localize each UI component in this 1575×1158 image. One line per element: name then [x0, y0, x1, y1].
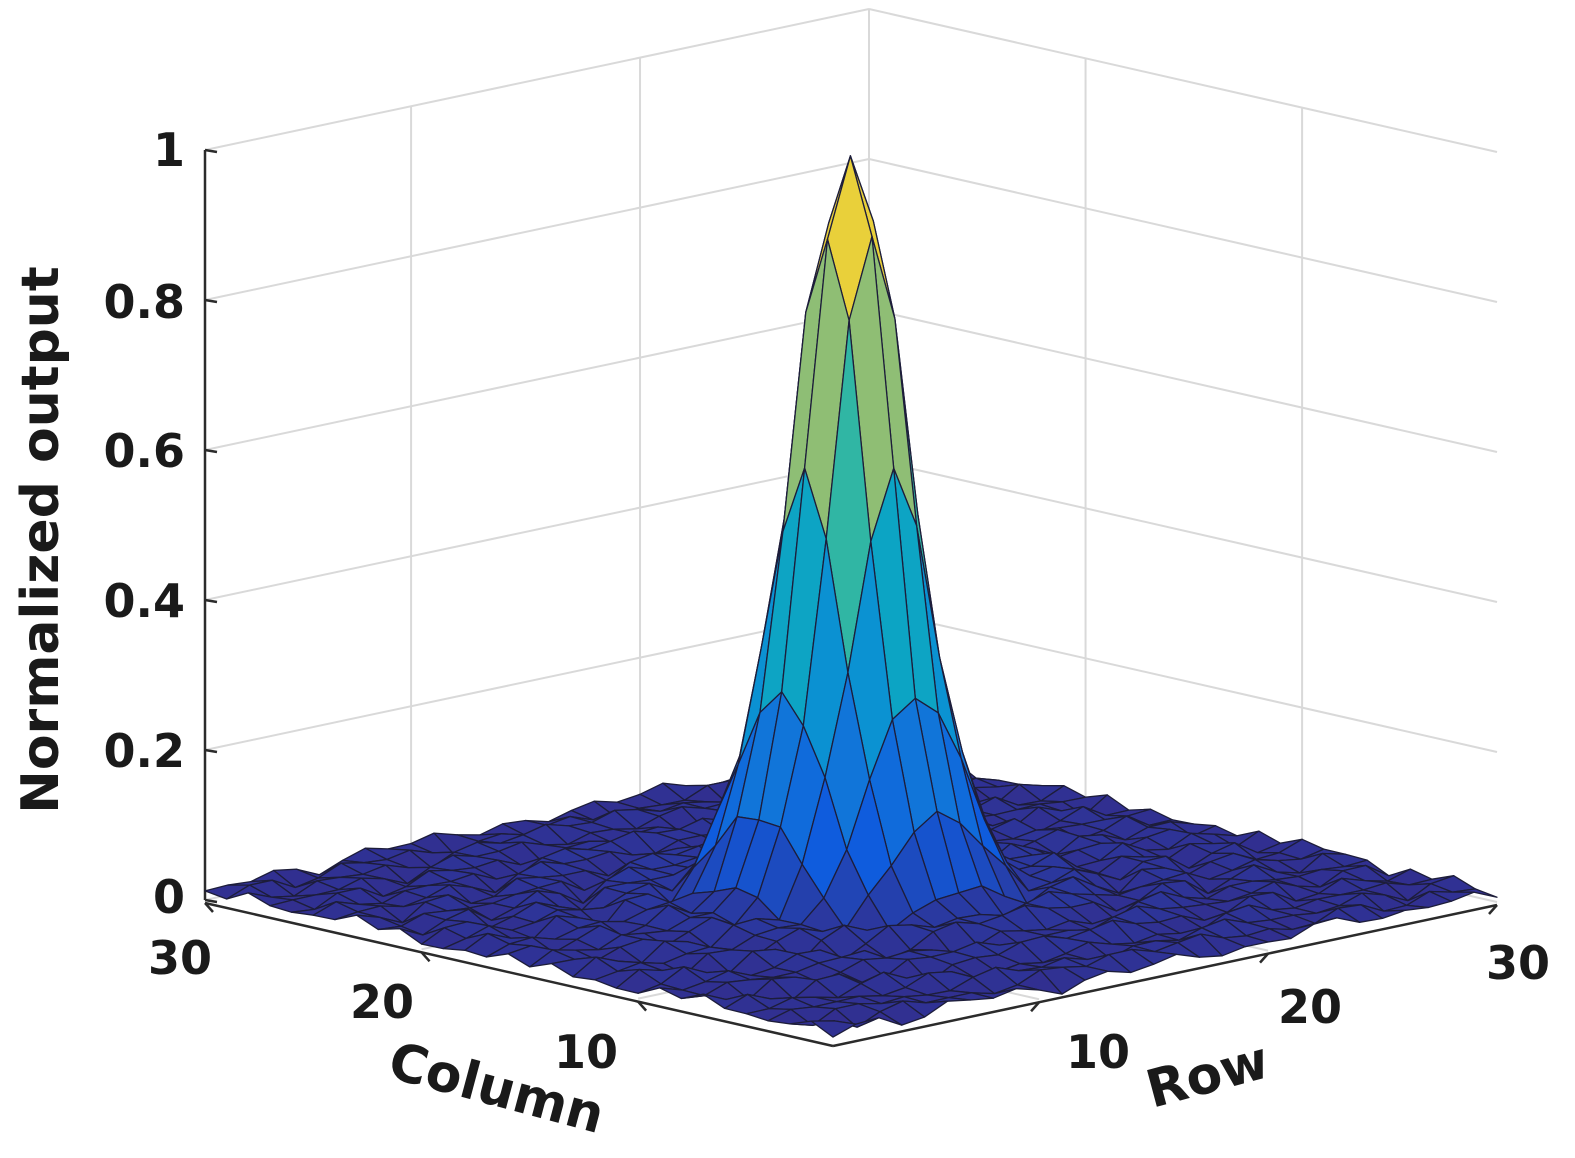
- grid-line-left-wall-z: [204, 458, 870, 601]
- z-tick-label-1: 0.2: [104, 724, 186, 778]
- grid-line-right-wall-z: [868, 8, 1498, 153]
- column-axis-ticks: 10 20 30: [148, 931, 618, 1079]
- grid-line-left-wall-z: [204, 8, 870, 151]
- z-tick-label-2: 0.4: [104, 574, 186, 628]
- z-tick-mark: [204, 898, 218, 904]
- z-tick-label-4: 0.8: [104, 275, 186, 329]
- column-tick-mark: [637, 1000, 648, 1012]
- z-axis-ticks: 0 0.2 0.4 0.6 0.8 1: [104, 123, 186, 924]
- grid-line-left-wall-z: [204, 158, 870, 301]
- z-tick-mark: [204, 598, 218, 604]
- column-tick-label-30: 30: [148, 931, 212, 985]
- row-axis-line: [832, 903, 1498, 1048]
- row-axis-label: Row: [1140, 1031, 1275, 1121]
- surface-mesh: [204, 155, 1498, 1038]
- z-axis-label: Normalized output: [11, 266, 71, 813]
- column-tick-mark: [204, 902, 214, 913]
- z-tick-mark: [204, 148, 218, 154]
- z-tick-label-0: 0: [153, 870, 185, 924]
- z-tick-label-3: 0.6: [104, 424, 186, 478]
- grid-line-right-wall-z: [868, 458, 1498, 603]
- axes-lines: [203, 148, 1498, 1048]
- row-tick-label-10: 10: [1066, 1025, 1130, 1079]
- grid-line-left-wall-z: [204, 308, 870, 451]
- column-tick-mark: [420, 951, 431, 963]
- z-tick-mark: [204, 448, 218, 454]
- grid-line-right-wall-z: [868, 308, 1498, 453]
- column-tick-label-10: 10: [554, 1025, 618, 1079]
- z-tick-label-5: 1: [153, 123, 185, 177]
- column-axis-line: [204, 901, 834, 1048]
- surface-patch: [810, 1020, 857, 1038]
- row-tick-mark: [1030, 1001, 1041, 1013]
- row-tick-mark: [1259, 952, 1269, 964]
- grid-line-left-wall-z: [204, 608, 870, 751]
- row-tick-label-20: 20: [1278, 980, 1342, 1034]
- row-axis-ticks: 10 20 30: [1066, 936, 1550, 1079]
- grid-line-right-wall-z: [868, 158, 1498, 303]
- z-tick-mark: [204, 298, 218, 304]
- z-tick-mark: [204, 748, 218, 754]
- row-tick-mark: [1488, 904, 1498, 915]
- grid-line-right-wall-z: [868, 608, 1498, 753]
- row-tick-label-30: 30: [1486, 936, 1550, 990]
- column-tick-label-20: 20: [350, 975, 414, 1029]
